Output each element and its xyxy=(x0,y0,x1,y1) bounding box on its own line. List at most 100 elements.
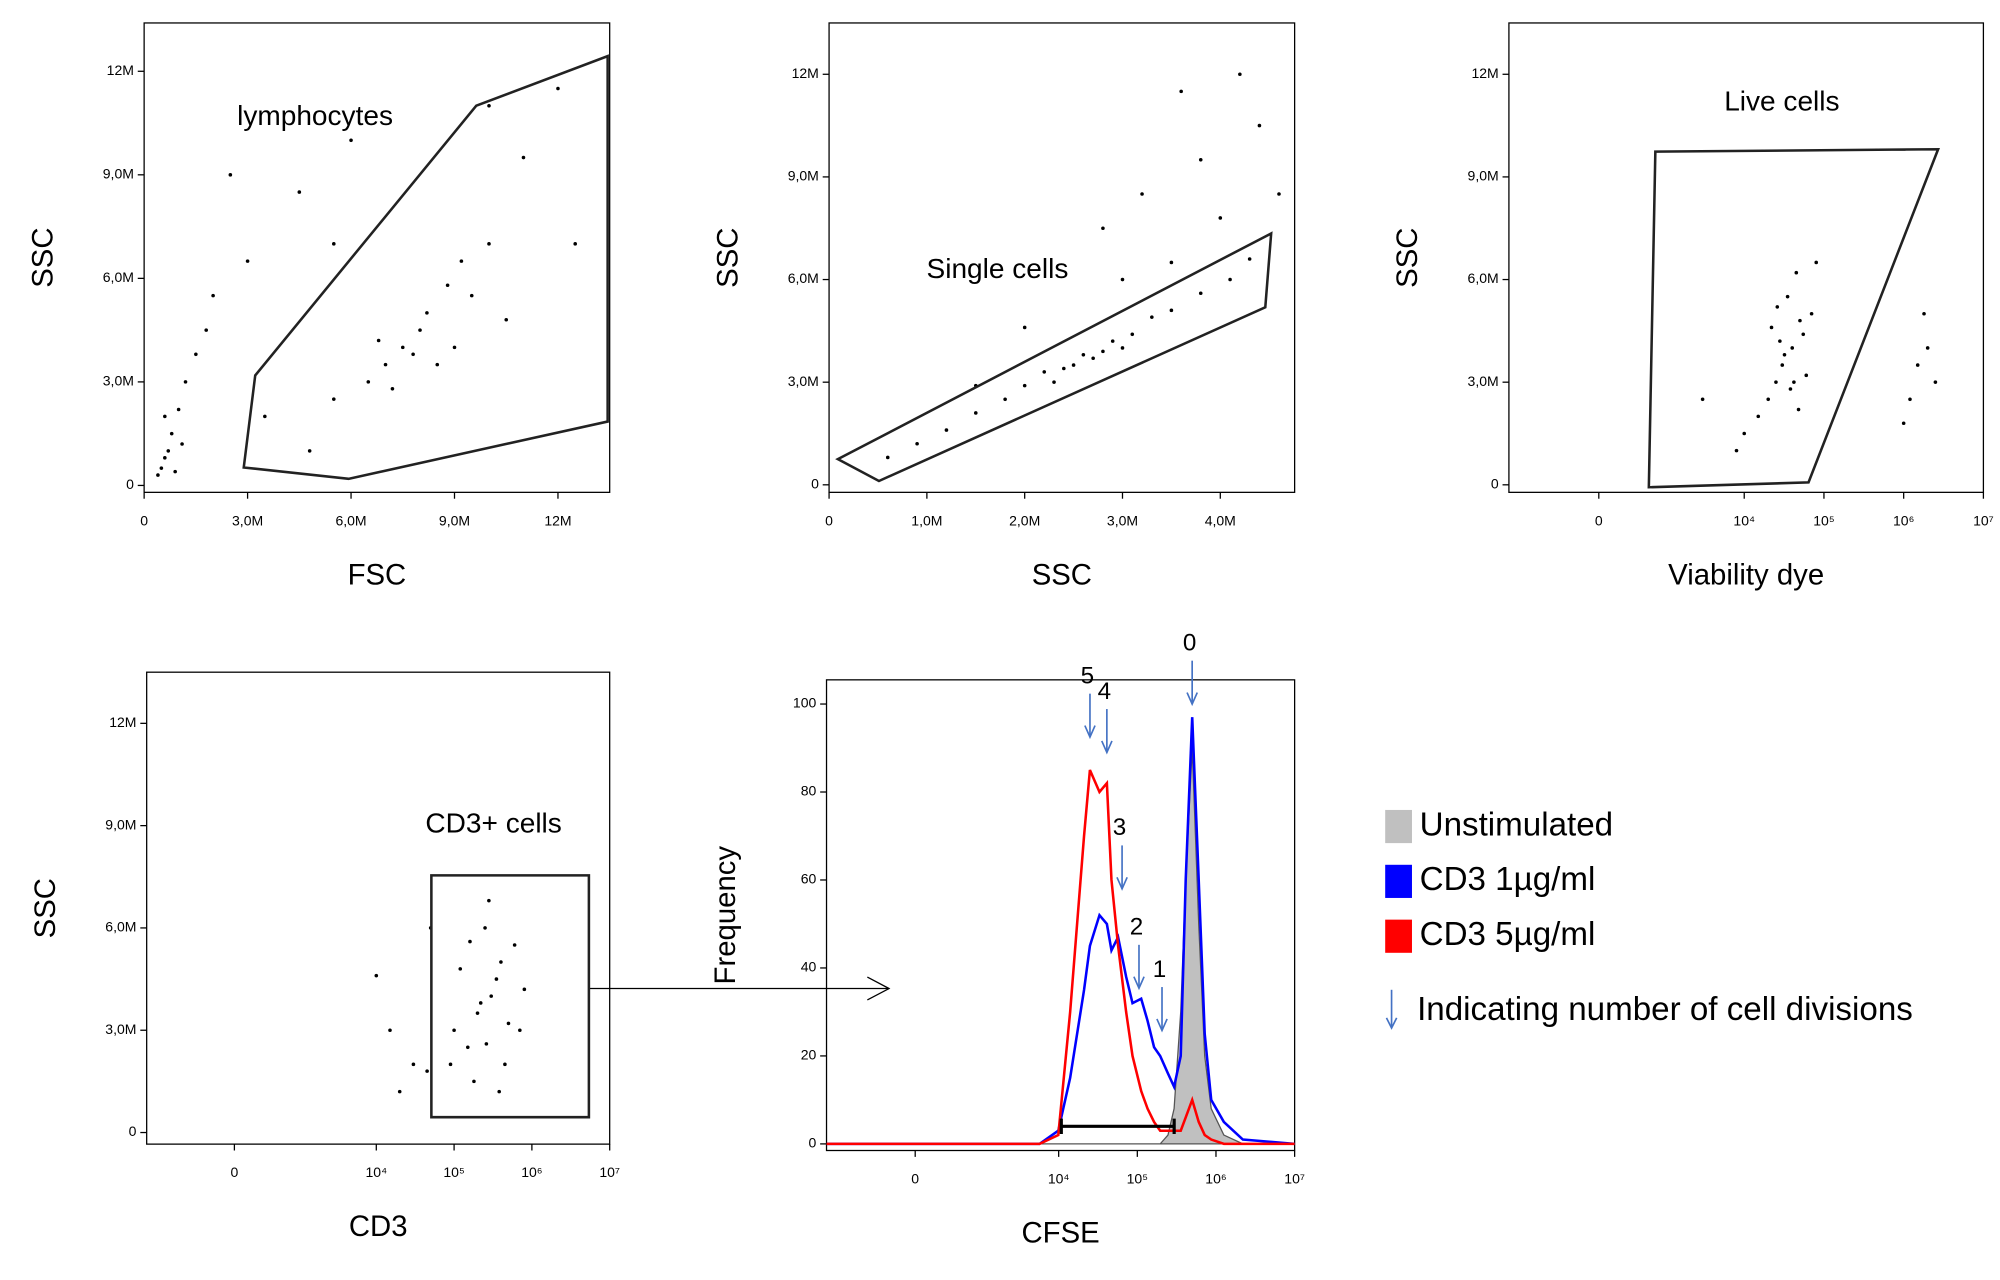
histogram-curve xyxy=(826,748,1295,1145)
x-tick-label: 2,0M xyxy=(1009,512,1040,528)
y-tick-label: 3,0M xyxy=(788,373,819,389)
division-label: 3 xyxy=(1113,814,1126,841)
x-tick-label: 10⁶ xyxy=(521,1164,542,1180)
event-dot xyxy=(1798,318,1802,323)
gate xyxy=(430,874,591,1119)
legend-note: Indicating number of cell divisions xyxy=(1417,991,1913,1028)
event-dot xyxy=(245,259,250,263)
y-tick-label: 80 xyxy=(801,783,817,799)
y-axis-label: Frequency xyxy=(709,846,742,985)
gate xyxy=(242,54,609,481)
event-dot xyxy=(497,1089,501,1094)
event-dot xyxy=(1228,277,1232,282)
y-tick-label: 9,0M xyxy=(105,816,136,832)
event-dot xyxy=(159,466,164,470)
histogram-curve xyxy=(826,717,1295,1146)
x-tick-label: 0 xyxy=(140,512,148,528)
event-dot xyxy=(1198,158,1203,162)
event-dot xyxy=(445,283,450,288)
event-dot xyxy=(1804,373,1809,378)
division-arrowhead xyxy=(1084,725,1096,740)
figure-body: 0 3,0M 6,0M 9,0M 12M 0 3,0M 6,0M 9,0M 12M FSC SSC ly… xyxy=(26,22,1994,1249)
event-dot xyxy=(1901,421,1906,426)
event-dot xyxy=(388,1028,392,1033)
event-dot xyxy=(1809,311,1814,316)
event-dot xyxy=(1169,308,1174,313)
event-dot xyxy=(522,987,527,992)
event-dot xyxy=(400,345,405,350)
gate-bracket xyxy=(1059,1118,1176,1134)
x-axis-label: Viability dye xyxy=(1668,558,1824,591)
event-dot xyxy=(425,311,429,315)
event-dot xyxy=(1140,192,1144,196)
event-dot xyxy=(469,293,474,298)
division-label: 4 xyxy=(1098,678,1111,705)
division-arrowhead xyxy=(1133,976,1145,991)
y-tick-label: 0 xyxy=(129,1123,137,1139)
event-dot xyxy=(349,138,353,143)
event-dot xyxy=(1756,414,1761,419)
event-dot xyxy=(204,328,208,332)
event-dot xyxy=(411,1062,416,1067)
event-dot xyxy=(1052,380,1056,384)
event-dot xyxy=(228,173,233,177)
plot-frame xyxy=(828,22,1296,493)
event-dot xyxy=(1091,356,1095,361)
event-dot xyxy=(452,345,457,350)
event-dot xyxy=(944,428,949,432)
event-dot xyxy=(459,259,464,263)
event-dot xyxy=(194,352,198,357)
event-dot xyxy=(332,397,336,401)
event-dot xyxy=(1101,349,1105,354)
legend-label: Unstimulated xyxy=(1420,806,1614,843)
y-tick-label: 3,0M xyxy=(103,373,134,389)
event-dot xyxy=(1769,325,1774,330)
gate-label: Live cells xyxy=(1724,86,1839,117)
event-dot xyxy=(506,1021,511,1026)
division-arrowhead xyxy=(1101,740,1113,755)
event-dot xyxy=(1120,346,1125,350)
event-dot xyxy=(484,1042,489,1046)
plot-frame xyxy=(146,671,611,1145)
y-tick-label: 12M xyxy=(109,714,136,730)
y-tick-label: 3,0M xyxy=(105,1021,136,1037)
event-dot xyxy=(1101,226,1105,231)
event-dot xyxy=(915,441,919,446)
event-dot xyxy=(458,967,463,971)
legend-swatch xyxy=(1385,919,1412,953)
y-tick-label: 12M xyxy=(107,62,134,78)
event-dot xyxy=(556,86,560,91)
division-label: 1 xyxy=(1153,956,1166,983)
event-dot xyxy=(1247,257,1252,261)
y-tick-label: 0 xyxy=(811,476,819,492)
x-axis-label: FSC xyxy=(348,558,407,591)
y-axis-label: SSC xyxy=(711,227,744,287)
event-dot xyxy=(1782,353,1787,357)
legend-swatch xyxy=(1385,809,1412,844)
event-dot xyxy=(1792,380,1796,384)
x-tick-label: 0 xyxy=(230,1164,238,1180)
event-dot xyxy=(418,328,422,332)
x-tick-label: 10⁵ xyxy=(1127,1171,1148,1187)
event-dot xyxy=(503,1062,507,1067)
division-arrowhead xyxy=(1116,876,1128,891)
event-dot xyxy=(383,362,388,367)
y-tick-label: 60 xyxy=(801,871,817,887)
x-tick-label: 10⁷ xyxy=(1973,512,1994,528)
event-dot xyxy=(512,943,517,947)
event-dot xyxy=(366,380,371,384)
event-dot xyxy=(176,407,181,412)
event-dot xyxy=(1788,387,1793,391)
x-tick-label: 9,0M xyxy=(439,512,470,528)
y-tick-label: 0 xyxy=(1491,476,1499,492)
event-dot xyxy=(435,362,440,367)
connector-arrowhead xyxy=(867,976,891,1001)
division-label: 5 xyxy=(1081,662,1094,689)
event-dot xyxy=(1130,332,1135,337)
x-tick-label: 10⁵ xyxy=(1813,512,1834,528)
y-axis-label: SSC xyxy=(1391,227,1424,287)
event-dot xyxy=(478,1001,483,1005)
event-dot xyxy=(1150,315,1154,319)
event-dot xyxy=(452,1028,456,1033)
